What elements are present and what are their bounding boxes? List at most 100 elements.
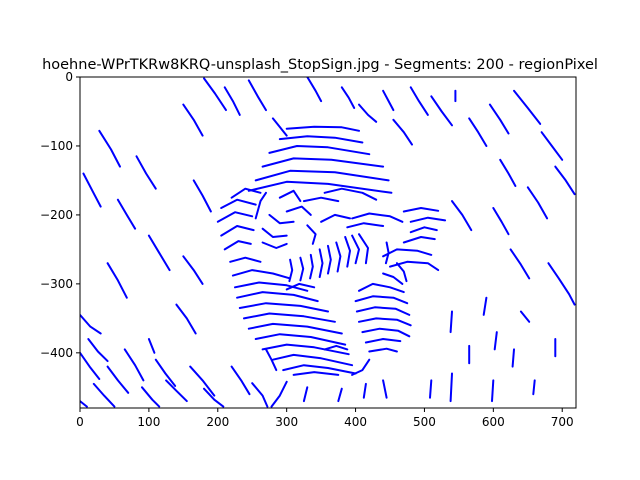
segment-line — [468, 117, 488, 147]
segment-line — [488, 103, 510, 135]
axis-ticks: 0 100 200 300 400 500 600 700 0 −100 −200 −300 −400 — [40, 70, 574, 429]
segment-line — [123, 348, 145, 382]
segment-line — [254, 191, 267, 220]
segment-line — [92, 382, 116, 408]
segment-line — [451, 200, 473, 232]
segment-line — [351, 234, 360, 265]
segment-line — [247, 79, 267, 112]
segment-line — [323, 344, 349, 351]
segment-line — [98, 129, 121, 168]
segment-line — [271, 353, 354, 367]
segment-line — [261, 241, 288, 249]
x-tick-label: 600 — [482, 415, 505, 429]
x-tick-label: 0 — [76, 415, 84, 429]
segment-line — [288, 258, 294, 283]
segment-line — [306, 224, 317, 245]
segment-line — [251, 382, 269, 408]
segment-line — [382, 248, 433, 258]
segment-line — [361, 327, 411, 338]
segment-line — [340, 86, 356, 109]
segment-line — [203, 77, 227, 112]
segment-line — [382, 272, 404, 285]
segment-line — [243, 312, 336, 323]
segment-line — [382, 379, 388, 399]
y-tick-label: −400 — [40, 346, 73, 360]
segment-line — [482, 296, 488, 316]
segment-line — [247, 322, 343, 335]
segment-line — [358, 233, 369, 265]
segment-line — [384, 241, 390, 265]
segment-line — [229, 256, 262, 263]
segment-line — [355, 306, 411, 316]
segment-line — [165, 379, 188, 403]
segment-line — [346, 222, 385, 229]
segment-line — [135, 155, 157, 190]
segment-line — [282, 364, 357, 375]
segment-line — [220, 225, 255, 237]
segment-line — [358, 103, 378, 123]
segment-line — [270, 380, 288, 408]
segment-line — [265, 348, 278, 372]
segment-line — [254, 333, 347, 346]
segment-line — [364, 338, 402, 344]
segment-line — [492, 207, 510, 236]
segment-line — [318, 248, 324, 278]
axes-frame — [79, 76, 577, 409]
segment-line — [80, 400, 88, 408]
segment-line — [234, 281, 309, 292]
segment-line — [302, 196, 340, 203]
segment-line — [540, 131, 564, 161]
segment-line — [116, 198, 137, 230]
segment-line — [323, 187, 378, 201]
segment-line — [402, 207, 440, 213]
segment-line — [395, 262, 408, 283]
x-tick-label: 400 — [344, 415, 367, 429]
segment-line — [230, 187, 262, 199]
segment-line — [335, 241, 342, 273]
segment-line — [278, 135, 364, 144]
segment-line — [409, 86, 429, 116]
segment-line — [547, 262, 576, 306]
segment-line — [337, 387, 343, 403]
segment-line — [362, 382, 367, 399]
segment-line — [285, 282, 316, 291]
segment-line — [358, 317, 412, 327]
segment-line — [268, 145, 371, 156]
segment-line — [449, 310, 453, 334]
segment-line — [192, 179, 212, 213]
segment-line — [285, 125, 360, 132]
segment-line — [299, 256, 305, 282]
x-tick-label: 500 — [413, 415, 436, 429]
segment-line — [344, 236, 351, 268]
segment-line — [392, 118, 413, 146]
segment-line — [430, 95, 453, 127]
segment-line — [292, 371, 340, 376]
segment-line — [82, 172, 102, 208]
y-tick-label: −100 — [40, 139, 73, 153]
segment-line — [351, 358, 371, 376]
segment-line — [223, 240, 252, 251]
segment-line — [182, 255, 204, 285]
segment-line — [261, 157, 385, 168]
segment-line — [271, 117, 288, 137]
segment-line — [203, 387, 225, 408]
segment-line — [499, 158, 517, 187]
segment-line — [254, 169, 390, 182]
segment-line — [278, 189, 302, 203]
segment-line — [309, 253, 314, 280]
segment-line — [231, 269, 292, 280]
segment-line — [216, 211, 254, 223]
segment-line — [429, 379, 433, 399]
x-tick-label: 200 — [206, 415, 229, 429]
segment-line — [519, 310, 531, 323]
segment-line — [382, 89, 395, 112]
segment-line — [189, 365, 216, 397]
segment-line — [80, 351, 101, 380]
segment-line — [554, 165, 576, 196]
segment-line — [87, 338, 109, 363]
segment-line — [302, 386, 309, 403]
x-tick-label: 300 — [275, 415, 298, 429]
segment-line — [147, 234, 171, 272]
segment-line — [320, 213, 351, 223]
segment-line — [449, 372, 453, 403]
